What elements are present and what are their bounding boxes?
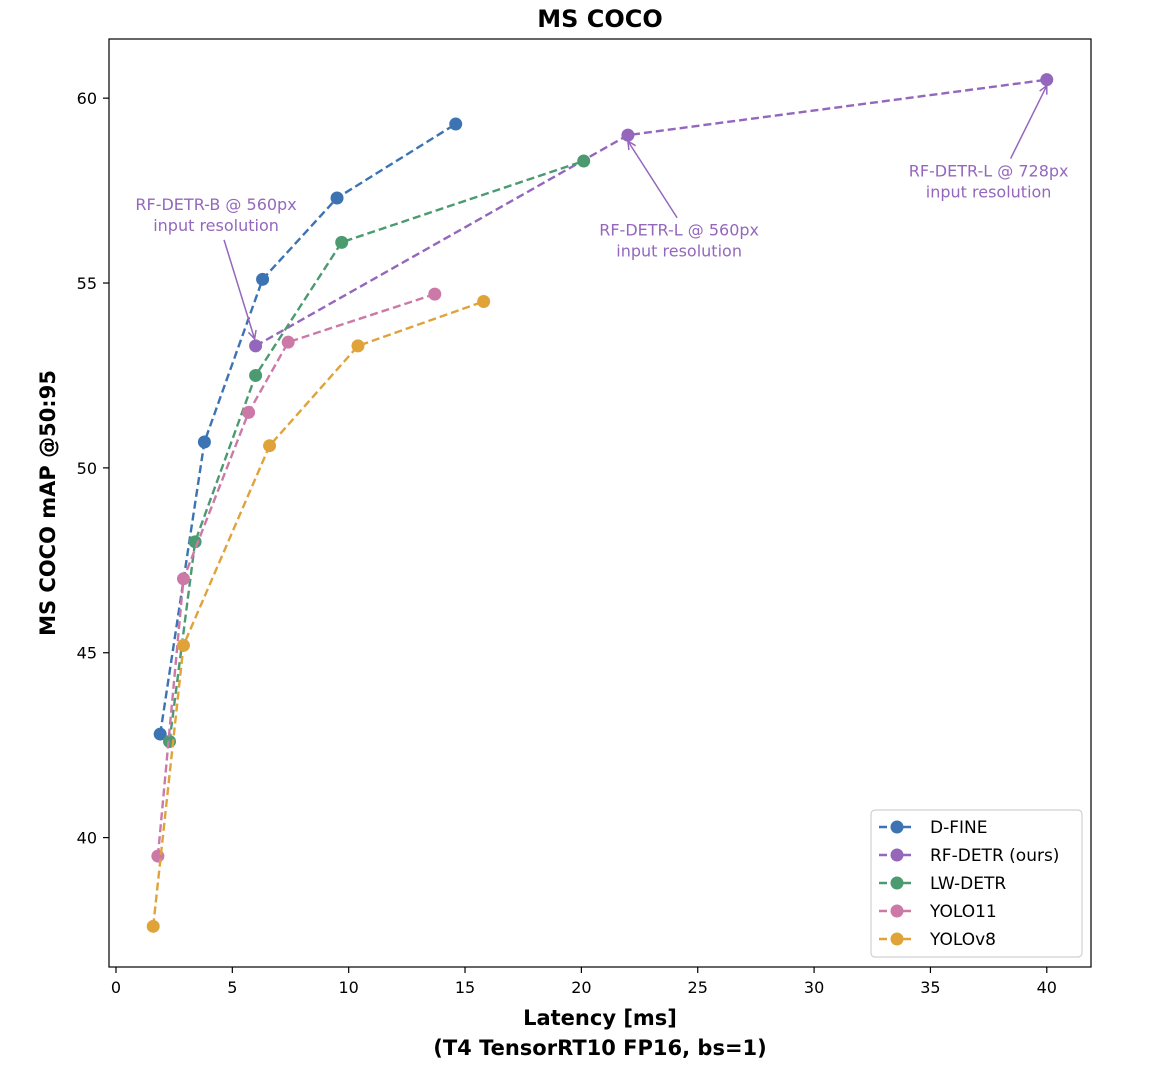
x-tick-label: 5 xyxy=(227,978,237,997)
series-yolov8 xyxy=(146,295,491,933)
data-point-rf-detr-ours xyxy=(621,128,635,142)
annotation-arrow xyxy=(223,239,255,339)
x-tick-label: 40 xyxy=(1037,978,1057,997)
annotation-label: RF-DETR-B @ 560px xyxy=(135,195,296,214)
data-point-yolo11 xyxy=(428,287,442,301)
data-point-lw-detr xyxy=(249,368,263,382)
chart-title: MS COCO xyxy=(537,5,663,33)
legend-item-yolov8: YOLOv8 xyxy=(879,930,996,950)
data-point-d-fine xyxy=(256,272,270,286)
data-series xyxy=(146,73,1054,933)
axis-ticks: 0 5 10 15 20 25 30 35 40 40 45 50 55 60 xyxy=(77,89,1057,997)
x-tick-label: 10 xyxy=(339,978,359,997)
legend-swatch-marker xyxy=(890,904,904,918)
legend-swatch-marker xyxy=(890,848,904,862)
data-point-d-fine xyxy=(330,191,344,205)
x-axis-sublabel: (T4 TensorRT10 FP16, bs=1) xyxy=(433,1036,767,1060)
legend: D-FINE RF-DETR (ours) LW-DETR YOLO11 YOLOv8 xyxy=(870,809,1083,958)
annotation-label: RF-DETR-L @ 560px xyxy=(599,221,759,240)
x-tick-label: 20 xyxy=(571,978,591,997)
data-point-yolov8 xyxy=(263,439,277,453)
x-tick-label: 0 xyxy=(111,978,121,997)
legend-item-yolo11: YOLO11 xyxy=(879,902,997,922)
data-point-d-fine xyxy=(449,117,463,131)
legend-item-d-fine: D-FINE xyxy=(879,818,987,838)
legend-item-lw-detr: LW-DETR xyxy=(879,874,1006,894)
data-point-rf-detr-ours xyxy=(249,339,263,353)
annotation-3: RF-DETR-L @ 728px input resolution xyxy=(909,86,1069,202)
y-axis-label: MS COCO mAP @50:95 xyxy=(36,370,60,636)
series-line-yolov8 xyxy=(152,300,484,927)
y-tick-label: 45 xyxy=(77,644,97,663)
x-tick-label: 25 xyxy=(688,978,708,997)
data-point-d-fine xyxy=(153,727,167,741)
legend-label: YOLOv8 xyxy=(929,930,996,950)
legend-label: D-FINE xyxy=(930,818,987,838)
annotation-sublabel: input resolution xyxy=(926,183,1052,202)
x-axis-label: Latency [ms] xyxy=(523,1006,677,1030)
data-point-lw-detr xyxy=(335,235,349,249)
y-tick-label: 60 xyxy=(77,89,97,108)
legend-item-rf-detr-ours: RF-DETR (ours) xyxy=(879,846,1059,866)
data-point-yolo11 xyxy=(176,572,190,586)
data-point-yolov8 xyxy=(351,339,365,353)
legend-label: LW-DETR xyxy=(930,874,1006,894)
x-tick-label: 30 xyxy=(804,978,824,997)
x-tick-label: 35 xyxy=(920,978,940,997)
annotation-arrow xyxy=(628,141,678,219)
annotation-2: RF-DETR-L @ 560px input resolution xyxy=(599,141,759,261)
y-tick-label: 55 xyxy=(77,274,97,293)
data-point-yolo11 xyxy=(281,335,295,349)
legend-label: RF-DETR (ours) xyxy=(930,846,1059,866)
x-tick-label: 15 xyxy=(455,978,475,997)
legend-swatch-marker xyxy=(890,876,904,890)
annotation-1: RF-DETR-B @ 560px input resolution xyxy=(135,195,297,339)
legend-swatch-marker xyxy=(890,820,904,834)
data-point-lw-detr xyxy=(188,535,202,549)
legend-label: YOLO11 xyxy=(929,902,997,922)
y-tick-label: 50 xyxy=(77,459,97,478)
series-rf-detr-ours xyxy=(249,73,1054,353)
data-point-yolo11 xyxy=(242,405,256,419)
annotation-label: RF-DETR-L @ 728px xyxy=(909,162,1069,181)
annotation-sublabel: input resolution xyxy=(153,216,279,235)
annotation-arrow xyxy=(1009,86,1047,159)
data-point-lw-detr xyxy=(577,154,591,168)
data-point-yolov8 xyxy=(176,638,190,652)
legend-frame xyxy=(870,809,1083,958)
annotation-sublabel: input resolution xyxy=(616,242,742,261)
legend-swatch-marker xyxy=(890,932,904,946)
data-point-rf-detr-ours xyxy=(1040,73,1054,87)
data-point-yolov8 xyxy=(146,919,160,933)
y-tick-label: 40 xyxy=(77,829,97,848)
data-point-yolov8 xyxy=(477,295,491,309)
data-point-d-fine xyxy=(197,435,211,449)
